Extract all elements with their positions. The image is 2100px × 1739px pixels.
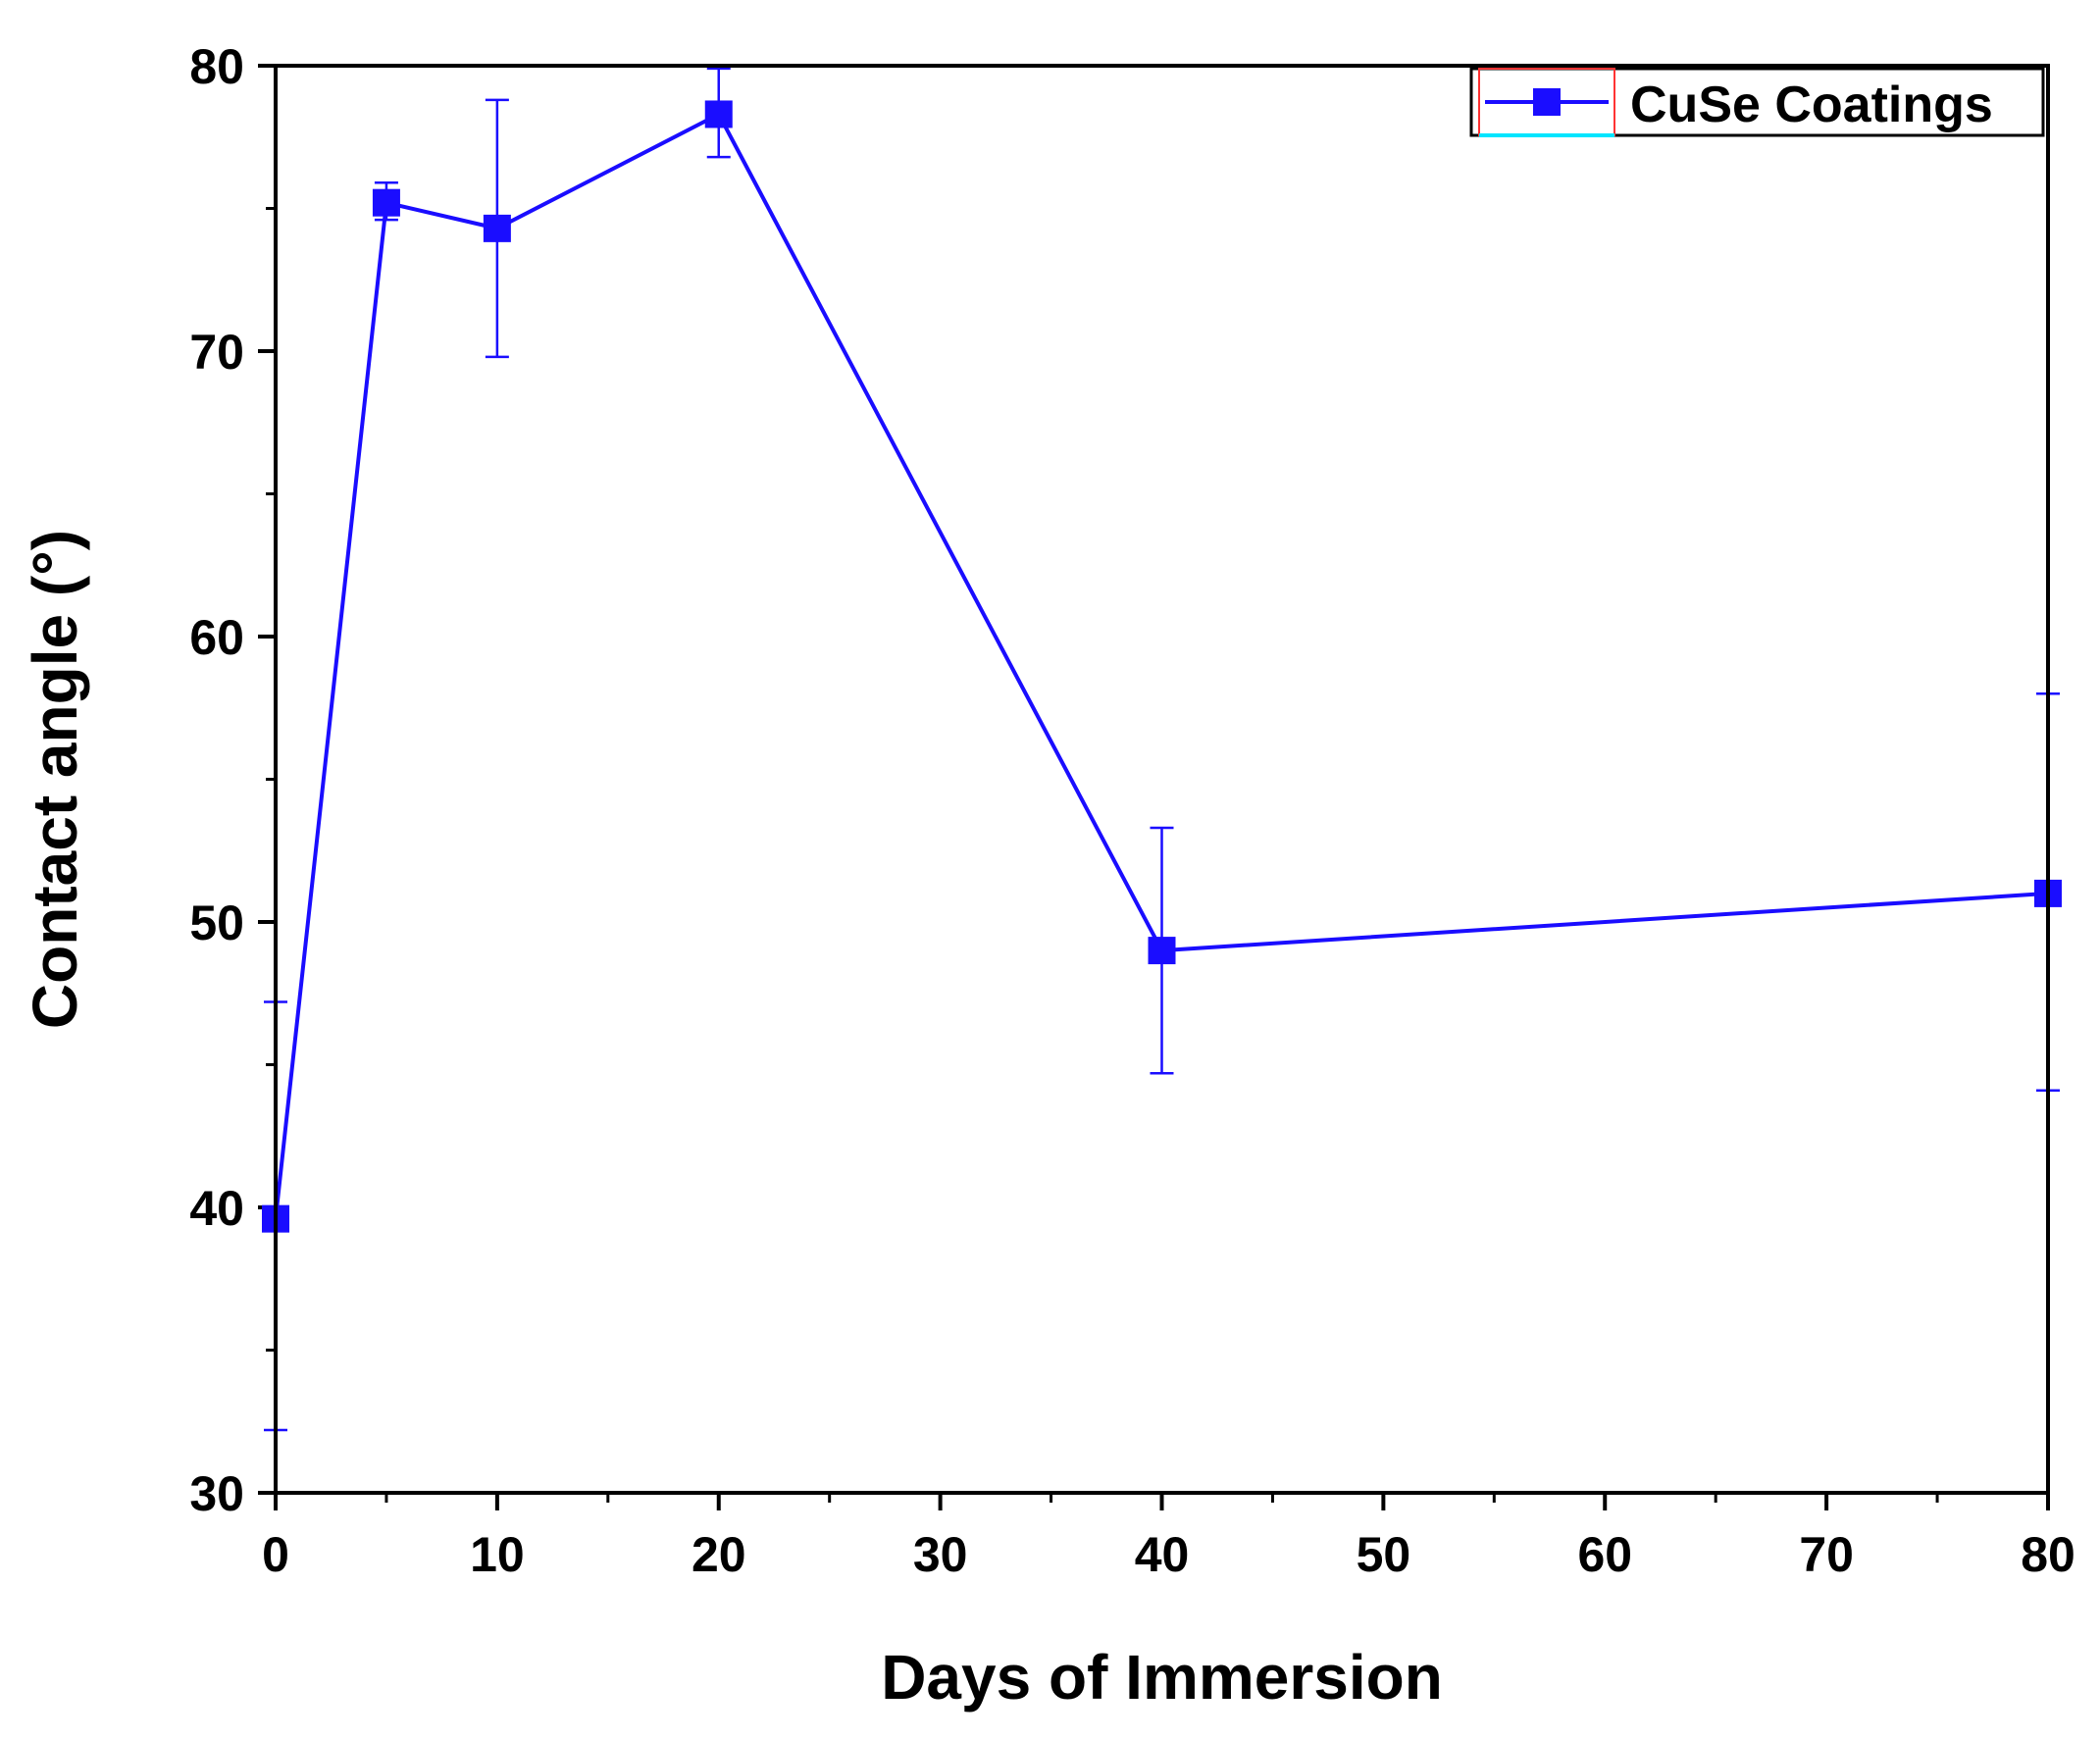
major-ticks [258, 64, 2050, 1510]
y-tick-label: 30 [189, 1466, 244, 1521]
data-point [704, 100, 733, 128]
data-point [1148, 937, 1176, 965]
x-tick-label: 10 [470, 1527, 525, 1582]
x-tick-label: 70 [1799, 1527, 1854, 1582]
legend-series-marker [1533, 88, 1561, 116]
y-tick-label: 60 [189, 610, 244, 665]
x-tick-label: 60 [1577, 1527, 1632, 1582]
x-tick-label: 40 [1135, 1527, 1190, 1582]
x-tick-label: 0 [262, 1527, 289, 1582]
x-tick-label: 50 [1357, 1527, 1411, 1582]
y-axis-title: Contact angle (°) [20, 530, 90, 1029]
y-tick-label: 40 [189, 1181, 244, 1236]
y-tick-label: 70 [189, 325, 244, 380]
legend-label: CuSe Coatings [1630, 77, 1993, 133]
plot-frame [274, 64, 2050, 1495]
x-tick-label: 30 [913, 1527, 968, 1582]
legend: CuSe Coatings [1469, 67, 2045, 137]
x-axis-title: Days of Immersion [881, 1642, 1443, 1713]
y-tick-label: 80 [189, 39, 244, 94]
data-point [372, 188, 400, 217]
tick-labels: 0 10 20 30 40 50 60 70 80 30 40 50 60 70 80 [189, 39, 2074, 1582]
series-line [274, 112, 2049, 1219]
x-tick-label: 20 [691, 1527, 746, 1582]
data-point [483, 214, 511, 242]
y-tick-label: 50 [189, 895, 244, 950]
x-tick-label: 80 [2021, 1527, 2075, 1582]
